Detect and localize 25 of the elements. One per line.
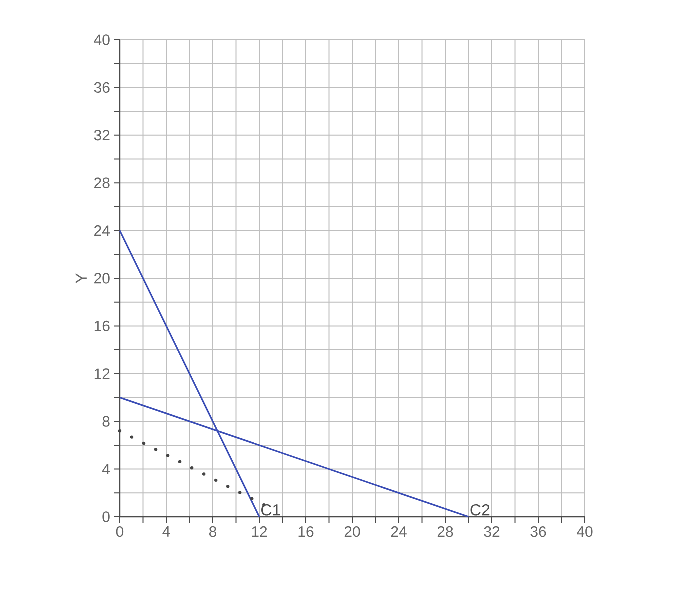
annotation: C2 bbox=[470, 504, 490, 516]
y-tick-label: 24 bbox=[94, 226, 110, 236]
x-tick-label: 40 bbox=[577, 526, 593, 538]
y-tick-label: 0 bbox=[102, 512, 110, 522]
x-tick-label: 12 bbox=[252, 526, 268, 538]
y-tick-label: 16 bbox=[94, 320, 110, 332]
y-tick-label: 4 bbox=[102, 464, 110, 474]
x-tick-label: 20 bbox=[344, 526, 360, 538]
x-tick-label: 24 bbox=[391, 526, 407, 538]
y-tick-label: 28 bbox=[94, 178, 110, 188]
x-tick-label: 8 bbox=[209, 526, 217, 538]
y-axis-title: Y bbox=[76, 274, 87, 284]
y-tick-label: 32 bbox=[94, 130, 110, 141]
annotation: C1 bbox=[262, 504, 280, 516]
y-tick-label: 12 bbox=[94, 368, 110, 380]
x-tick-label: 4 bbox=[162, 526, 170, 537]
y-tick-label: 8 bbox=[102, 416, 110, 427]
x-tick-label: 16 bbox=[298, 526, 314, 538]
x-tick-label: 28 bbox=[438, 526, 454, 538]
y-tick-label: 20 bbox=[94, 273, 110, 284]
x-tick-label: 0 bbox=[116, 526, 124, 538]
x-tick-label: 32 bbox=[484, 526, 500, 538]
y-tick-label: 40 bbox=[94, 34, 110, 46]
x-tick-label: 36 bbox=[530, 526, 546, 538]
y-tick-label: 36 bbox=[94, 82, 110, 93]
